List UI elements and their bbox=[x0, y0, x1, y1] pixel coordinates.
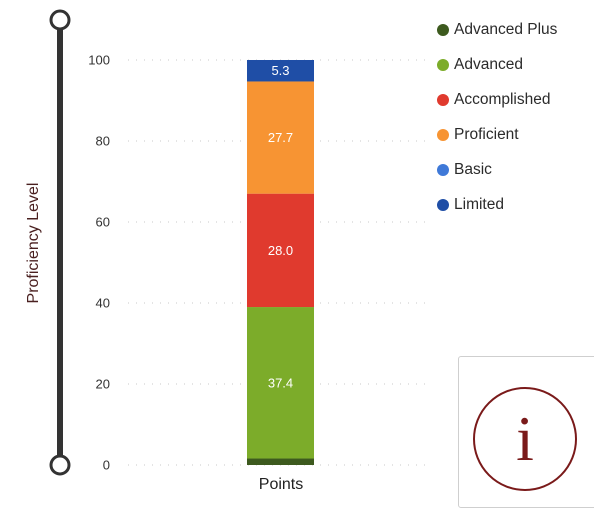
legend-item-advanced[interactable]: Advanced bbox=[437, 47, 557, 82]
legend-swatch bbox=[437, 23, 449, 36]
bar-data-label: 27.7 bbox=[268, 130, 293, 145]
legend-swatch bbox=[437, 198, 449, 211]
info-icon[interactable]: i bbox=[473, 387, 577, 491]
legend-swatch bbox=[437, 58, 449, 71]
range-slider-top-handle[interactable] bbox=[49, 9, 71, 31]
legend-label: Limited bbox=[454, 195, 504, 213]
chart-area: Proficiency Level 0 20 40 60 80 100 37.4 28.0 2… bbox=[25, 9, 430, 493]
legend-item-limited[interactable]: Limited bbox=[437, 187, 557, 222]
legend-item-accomplished[interactable]: Accomplished bbox=[437, 82, 557, 117]
segment-labels: 37.4 28.0 27.7 5.3 bbox=[268, 63, 293, 390]
legend-swatch bbox=[437, 93, 449, 106]
bar-data-label: 5.3 bbox=[271, 63, 289, 78]
legend-item-advanced-plus[interactable]: Advanced Plus bbox=[437, 12, 557, 47]
bar-segment-accomplished[interactable] bbox=[247, 193, 314, 308]
range-slider[interactable] bbox=[49, 9, 71, 476]
legend-swatch bbox=[437, 163, 449, 176]
bar-segment-limited[interactable] bbox=[247, 60, 314, 82]
legend-label: Accomplished bbox=[454, 90, 551, 108]
legend-label: Proficient bbox=[454, 125, 519, 143]
legend-item-proficient[interactable]: Proficient bbox=[437, 117, 557, 152]
range-slider-bottom-handle[interactable] bbox=[49, 454, 71, 476]
legend-label: Advanced bbox=[454, 55, 523, 73]
bar-segment-advanced[interactable] bbox=[247, 307, 314, 459]
info-glyph: i bbox=[516, 403, 534, 474]
y-axis-title: Proficiency Level bbox=[25, 183, 42, 304]
legend-label: Basic bbox=[454, 160, 492, 178]
bar-segment-proficient[interactable] bbox=[247, 81, 314, 194]
bar-data-label: 28.0 bbox=[268, 243, 293, 258]
info-panel[interactable]: i bbox=[458, 356, 594, 508]
legend-label: Advanced Plus bbox=[454, 20, 558, 38]
x-category-label: Points bbox=[259, 476, 303, 493]
y-tick-label: 0 bbox=[103, 458, 110, 473]
y-axis-ticks: 0 20 40 60 80 100 bbox=[88, 53, 110, 473]
stacked-bar[interactable] bbox=[247, 60, 314, 465]
legend: Advanced Plus Advanced Accomplished Profici… bbox=[437, 12, 557, 222]
y-tick-label: 20 bbox=[96, 377, 110, 392]
bar-data-label: 37.4 bbox=[268, 375, 293, 390]
legend-swatch bbox=[437, 128, 449, 141]
y-tick-label: 40 bbox=[96, 296, 110, 311]
y-tick-label: 60 bbox=[96, 215, 110, 230]
bar-segment-advanced-plus[interactable] bbox=[247, 458, 314, 465]
y-tick-label: 100 bbox=[88, 53, 110, 68]
legend-item-basic[interactable]: Basic bbox=[437, 152, 557, 187]
y-tick-label: 80 bbox=[96, 134, 110, 149]
